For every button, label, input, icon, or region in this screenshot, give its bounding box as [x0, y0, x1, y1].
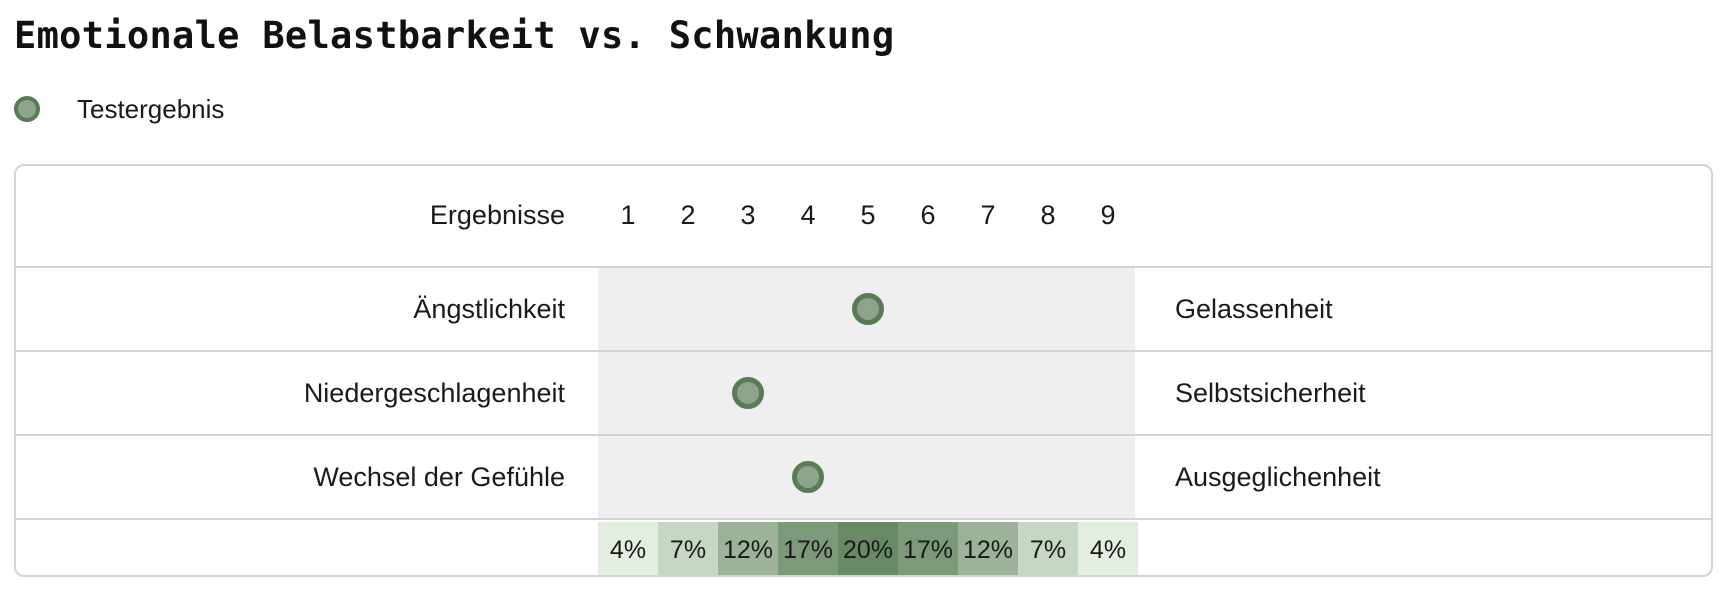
distribution-row: 4% 7% 12% 17% 20% 17% 12% 7% 4% — [16, 520, 1711, 575]
scale-header-row: Ergebnisse 1 2 3 4 5 6 7 8 9 — [16, 166, 1711, 266]
distribution-cell: 4% — [598, 522, 658, 575]
scale-tick-label: 9 — [1100, 200, 1116, 230]
scale-tick-label: 6 — [920, 200, 936, 230]
trait-row: Wechsel der Gefühle Ausgeglichenheit — [16, 436, 1711, 518]
scale-tick-label: 4 — [800, 200, 816, 230]
scale-tick-label: 8 — [1040, 200, 1056, 230]
trait-left-label: Wechsel der Gefühle — [313, 462, 565, 492]
plot-background — [598, 436, 1135, 518]
row-divider — [16, 434, 1711, 436]
row-divider — [16, 518, 1711, 520]
scale-tick-label: 2 — [680, 200, 696, 230]
legend-label: Testergebnis — [77, 93, 225, 124]
legend: Testergebnis — [14, 92, 224, 126]
legend-circle-marker-icon — [14, 96, 40, 122]
trait-row: Niedergeschlagenheit Selbstsicherheit — [16, 352, 1711, 434]
scale-tick-label: 1 — [620, 200, 636, 230]
distribution-cell: 12% — [958, 522, 1018, 575]
distribution-cell: 7% — [1018, 522, 1078, 575]
result-circle-marker-icon — [732, 377, 764, 409]
distribution-cell: 17% — [778, 522, 838, 575]
distribution-cell: 20% — [838, 522, 898, 575]
chart-title: Emotionale Belastbarkeit vs. Schwankung — [14, 14, 895, 57]
trait-right-label: Gelassenheit — [1175, 294, 1333, 324]
scale-tick-label: 3 — [740, 200, 756, 230]
scale-header-label: Ergebnisse — [429, 200, 565, 230]
trait-left-label: Ängstlichkeit — [413, 294, 565, 324]
trait-right-label: Selbstsicherheit — [1175, 378, 1366, 408]
scale-tick-label: 7 — [980, 200, 996, 230]
distribution-cell: 4% — [1078, 522, 1138, 575]
plot-background — [598, 352, 1135, 434]
scale-tick-label: 5 — [860, 200, 876, 230]
row-divider — [16, 350, 1711, 352]
trait-row: Ängstlichkeit Gelassenheit — [16, 268, 1711, 350]
trait-left-label: Niedergeschlagenheit — [303, 378, 565, 408]
row-divider — [16, 266, 1711, 268]
chart-panel: Ergebnisse 1 2 3 4 5 6 7 8 9 Ängstlichkeit Gelass… — [14, 164, 1713, 577]
result-circle-marker-icon — [852, 293, 884, 325]
distribution-cell: 12% — [718, 522, 778, 575]
trait-right-label: Ausgeglichenheit — [1175, 462, 1381, 492]
distribution-cell: 7% — [658, 522, 718, 575]
result-circle-marker-icon — [792, 461, 824, 493]
distribution-cell: 17% — [898, 522, 958, 575]
